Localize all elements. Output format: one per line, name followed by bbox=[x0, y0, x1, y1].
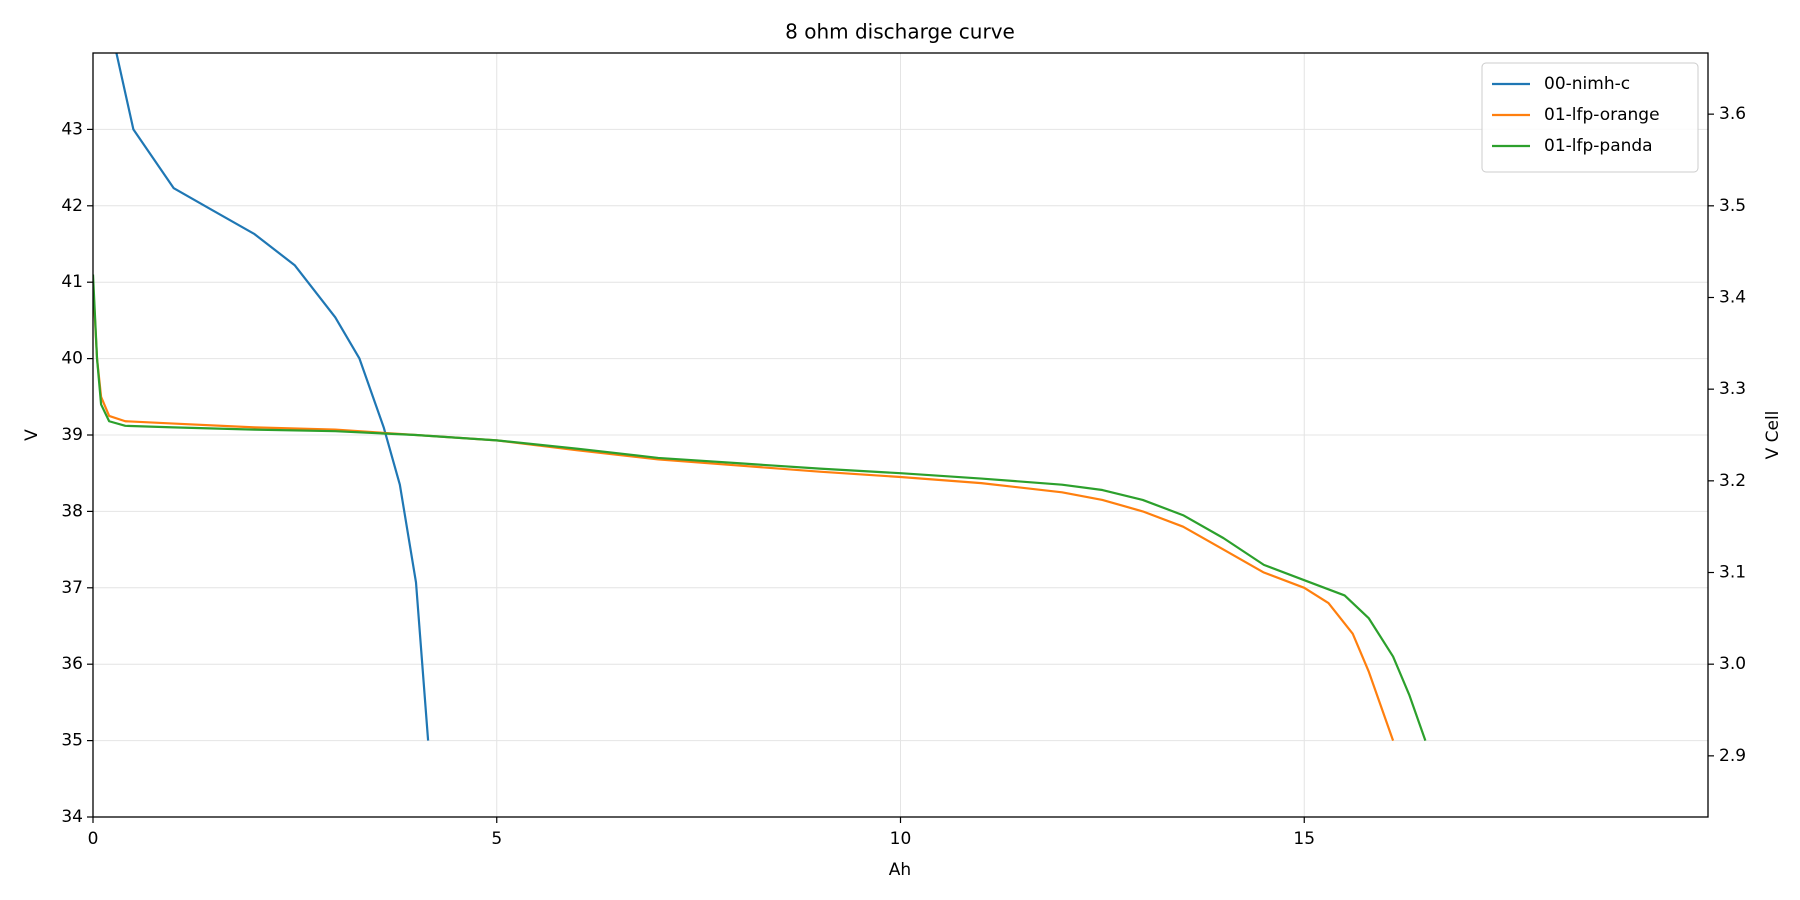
y2-tick-label: 3.4 bbox=[1719, 287, 1746, 307]
series-line bbox=[93, 274, 1427, 741]
series-line bbox=[115, 53, 430, 741]
legend-label: 01-lfp-orange bbox=[1544, 105, 1660, 125]
x-tick-label: 10 bbox=[890, 829, 912, 849]
y-tick-label: 37 bbox=[61, 578, 83, 598]
y-tick-label: 43 bbox=[61, 119, 83, 139]
y2-tick-label: 3.5 bbox=[1719, 196, 1746, 216]
y-tick-label: 40 bbox=[61, 349, 83, 369]
x-tick-label: 5 bbox=[491, 829, 502, 849]
y-tick-label: 38 bbox=[61, 501, 83, 521]
x-tick-label: 0 bbox=[88, 829, 99, 849]
grid bbox=[92, 53, 1708, 818]
y-tick-label: 39 bbox=[61, 425, 83, 445]
y2-tick-label: 3.1 bbox=[1719, 563, 1746, 583]
y2-tick-label: 2.9 bbox=[1719, 746, 1746, 766]
y2-tick-label: 3.0 bbox=[1719, 654, 1746, 674]
x-tick-label: 15 bbox=[1293, 829, 1315, 849]
legend-box bbox=[1481, 62, 1699, 173]
y-tick-label: 42 bbox=[61, 196, 83, 216]
x-axis-label: Ah bbox=[889, 860, 911, 880]
plot-area bbox=[93, 53, 1427, 741]
y-tick-label: 36 bbox=[61, 654, 83, 674]
series-line bbox=[93, 282, 1395, 741]
chart-title: 8 ohm discharge curve bbox=[785, 20, 1015, 44]
legend-label: 00-nimh-c bbox=[1544, 74, 1630, 94]
legend-label: 01-lfp-panda bbox=[1544, 136, 1653, 156]
y2-tick-label: 3.3 bbox=[1719, 379, 1746, 399]
axes: 0 5 10 15 34 35 36 37 38 39 40 41 42 43 2.9 3.0 3.1 3.2 3.… bbox=[61, 104, 1746, 849]
y-tick-label: 34 bbox=[61, 807, 83, 827]
y2-tick-label: 3.6 bbox=[1719, 104, 1746, 124]
y-tick-label: 35 bbox=[61, 731, 83, 751]
y2-tick-label: 3.2 bbox=[1719, 471, 1746, 491]
y-axis-label: V bbox=[22, 429, 42, 441]
legend: 00-nimh-c 01-lfp-orange 01-lfp-panda bbox=[1481, 62, 1699, 173]
y-tick-label: 41 bbox=[61, 272, 83, 292]
y2-axis-label: V Cell bbox=[1763, 411, 1783, 460]
